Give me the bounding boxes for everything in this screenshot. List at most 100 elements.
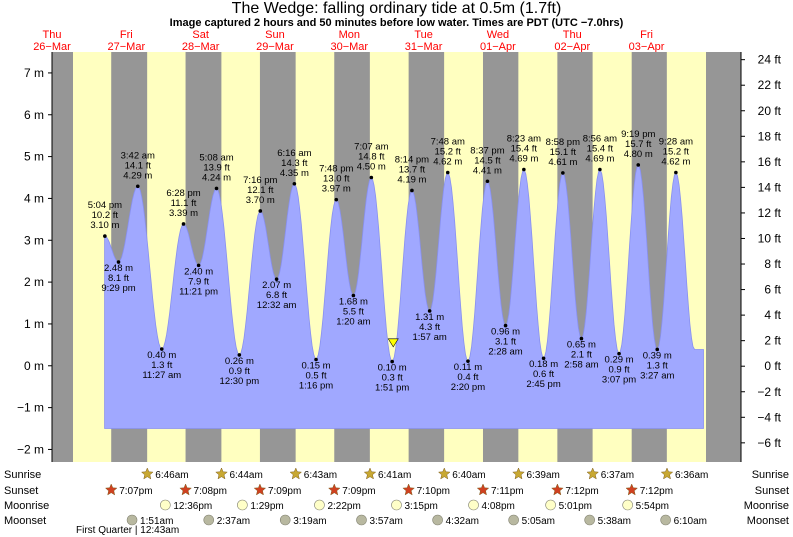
tide-extreme-label: 14.5 ft [474,155,501,166]
tide-extreme-dot [196,263,201,268]
sunrise-icon [289,467,303,480]
day-date: 03−Apr [629,41,665,53]
tide-extreme-label: 9:19 pm [621,129,655,140]
tide-extreme-label: 0.6 ft [533,369,554,380]
tide-extreme-label: 2:20 pm [451,382,485,393]
right-axis-label: 8 ft [764,257,781,271]
tide-extreme-label: 2.48 m [104,263,133,274]
day-name: Wed [487,29,509,41]
tide-extreme-dot [214,186,219,191]
day-name: Thu [563,29,582,41]
moonset-icon [508,514,519,526]
left-axis-label: 2 m [24,275,44,289]
tide-extreme-label: 2:45 pm [526,379,560,390]
sunset-icon [402,483,415,496]
tide-extreme-label: 1:57 am [412,332,446,343]
tide-extreme-dot [674,170,678,175]
astro-row-label-left: Moonrise [4,500,49,512]
moonrise-icon [468,499,479,511]
tide-extreme-label: 7:07 am [354,142,388,153]
astro-row-label-left: Moonset [4,515,46,527]
tide-extreme-label: 4.61 m [548,157,577,168]
tide-extreme-dot [237,353,242,357]
tide-extreme-dot [445,170,450,175]
sunrise-icon [215,467,228,480]
tide-extreme-dot [579,336,584,341]
tide-extreme-label: 4.35 m [280,168,309,179]
tide-extreme-label: 4.50 m [357,162,386,173]
tide-extreme-label: 2.07 m [262,280,291,291]
sunrise-time: 6:43am [304,470,337,481]
tide-extreme-label: 0.11 m [454,362,482,373]
tide-extreme-dot [314,357,318,362]
left-axis-label: 7 m [24,66,44,80]
right-axis-label: 2 ft [764,334,781,348]
tide-extreme-label: 3:07 pm [602,375,636,386]
tide-extreme-label: 15.2 ft [663,146,690,157]
moonrise-time: 2:22pm [327,501,360,512]
tide-extreme-label: 4.3 ft [419,322,440,333]
right-axis-label: 6 ft [764,283,781,297]
moonset-time: 3:57am [370,516,403,527]
tide-extreme-label: 6:16 am [277,148,311,159]
tide-extreme-label: 4.19 m [397,174,426,185]
sunrise-icon [512,467,525,480]
tide-extreme-dot [369,175,374,180]
tide-extreme-label: 8:58 pm [546,137,580,148]
tide-extreme-label: 2.40 m [184,266,213,277]
tide-extreme-label: 11:21 pm [179,286,218,297]
tide-extreme-dot [427,309,432,313]
tide-extreme-label: 7.9 ft [188,276,209,287]
day-name: Fri [640,29,653,41]
moonset-icon [584,514,595,526]
tide-extreme-label: 12:30 pm [220,376,260,387]
left-axis-label: 0 m [24,359,44,373]
sunset-icon [253,483,267,496]
sunset-time: 7:09pm [342,486,375,497]
tide-extreme-dot [561,171,565,175]
sunset-icon [327,483,341,496]
sunset-time: 7:09pm [268,486,301,497]
tide-extreme-dot [598,167,602,172]
tide-extreme-label: 4.62 m [661,156,690,167]
left-axis-label: 6 m [24,108,44,122]
sunset-time: 7:08pm [194,486,227,497]
tide-extreme-label: 0.9 ft [229,366,250,377]
tide-extreme-label: 3.1 ft [495,337,516,348]
tide-extreme-label: 14.8 ft [358,152,385,163]
tide-extreme-label: 1.3 ft [647,360,668,371]
tide-extreme-label: 11.1 ft [171,198,197,209]
sunset-icon [476,483,490,496]
left-axis-label: 5 m [24,150,44,164]
day-name: Sun [265,29,285,41]
astro-row-label-right: Moonrise [744,500,789,512]
tide-extreme-label: 2.1 ft [571,350,592,361]
day-date: 02−Apr [554,41,590,53]
right-axis-label: 16 ft [758,155,782,169]
day-date: 01−Apr [480,41,516,53]
tide-extreme-label: 1.3 ft [151,360,172,371]
tide-extreme-label: 4.29 m [123,170,152,181]
right-axis-label: 24 ft [758,53,782,67]
tide-extreme-label: 3.70 m [246,195,275,206]
sunset-time: 7:11pm [491,486,524,497]
tide-extreme-label: 12.1 ft [247,185,274,196]
tide-extreme-label: 4.80 m [624,149,653,160]
tide-extreme-label: 1:16 pm [299,381,333,392]
moonrise-icon [160,499,171,511]
tide-extreme-label: 3.39 m [169,208,198,219]
right-axis-label: −6 ft [757,436,781,450]
tide-extreme-label: 2:28 am [488,347,522,358]
moonrise-time: 5:01pm [559,501,592,512]
right-axis-label: 10 ft [758,231,782,245]
tide-extreme-label: 4.69 m [585,154,614,165]
left-axis-label: −2 m [17,442,44,456]
moonrise-time: 3:15pm [405,501,438,512]
moonrise-icon [622,499,633,511]
sunset-icon [551,483,564,496]
tide-extreme-label: 5.5 ft [343,306,364,317]
tide-extreme-label: 7:48 pm [319,164,353,175]
sunset-time: 7:10pm [417,486,450,497]
tide-extreme-label: 15.7 ft [625,139,652,150]
tide-extreme-label: 8.1 ft [108,273,129,284]
